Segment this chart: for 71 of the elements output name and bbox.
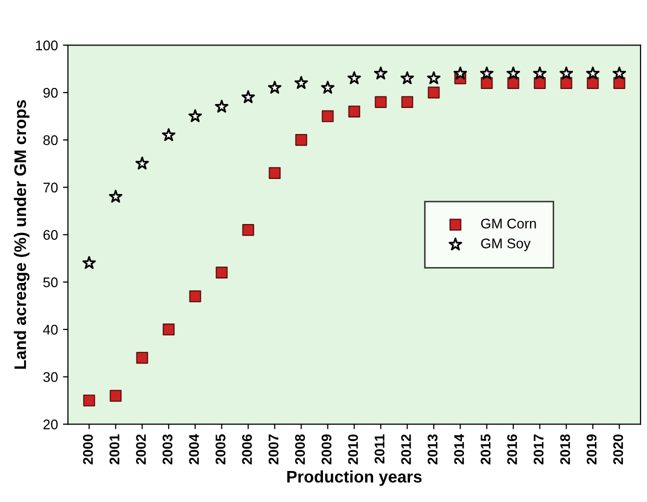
point xyxy=(586,66,600,80)
x-tick-label: 2018 xyxy=(560,434,570,464)
point xyxy=(216,266,228,279)
point xyxy=(110,390,122,402)
point xyxy=(348,106,360,118)
x-tick-label: 2009 xyxy=(322,434,332,464)
point xyxy=(612,66,626,80)
x-tick-label: 2019 xyxy=(586,434,597,464)
x-tick-label: 2003 xyxy=(162,434,172,464)
point xyxy=(241,90,255,104)
point xyxy=(295,134,308,146)
point xyxy=(506,66,520,80)
point xyxy=(188,109,202,122)
x-tick-label: 2000 xyxy=(83,434,93,464)
y-axis-title: Land acreage (%) under GM crops xyxy=(14,100,30,369)
point xyxy=(162,128,176,142)
point xyxy=(400,71,414,84)
y-tick-label: 60 xyxy=(43,230,58,240)
point xyxy=(347,71,361,84)
legend-label: GM Corn xyxy=(481,218,536,228)
point xyxy=(427,71,440,84)
point xyxy=(242,224,254,236)
point xyxy=(320,80,334,94)
point xyxy=(108,190,122,203)
point xyxy=(268,80,282,94)
x-axis-title: Production years xyxy=(287,470,422,486)
x-tick-label: 2012 xyxy=(401,434,411,464)
y-tick-label: 90 xyxy=(43,88,58,98)
point xyxy=(162,324,175,336)
point xyxy=(322,110,334,122)
x-tick-label: 2002 xyxy=(136,434,146,464)
x-tick-label: 2015 xyxy=(480,434,491,464)
point xyxy=(454,66,468,80)
point xyxy=(428,86,440,98)
x-tick-label: 2020 xyxy=(613,434,624,464)
point xyxy=(189,290,202,302)
x-tick-label: 2016 xyxy=(507,434,518,464)
y-tick-label: 50 xyxy=(43,277,58,288)
point xyxy=(294,76,308,89)
point xyxy=(401,96,414,108)
x-tick-label: 2004 xyxy=(189,434,199,464)
x-tick-label: 2008 xyxy=(295,434,305,464)
y-tick-label: 30 xyxy=(43,372,58,382)
x-tick-label: 2010 xyxy=(348,434,358,464)
x-tick-label: 2006 xyxy=(242,434,252,464)
x-tick-label: 2011 xyxy=(374,434,384,464)
y-tick-label: 20 xyxy=(43,420,58,430)
x-tick-label: 2005 xyxy=(216,434,226,464)
point xyxy=(374,96,387,108)
point xyxy=(136,352,148,364)
point xyxy=(560,66,574,80)
point xyxy=(480,77,493,90)
point xyxy=(268,167,281,180)
point xyxy=(214,100,228,113)
y-tick-label: 70 xyxy=(43,182,58,192)
y-tick-label: 100 xyxy=(36,40,58,50)
x-tick-label: 2014 xyxy=(454,434,464,464)
x-tick-label: 2007 xyxy=(268,434,278,464)
point xyxy=(135,156,149,170)
x-tick-label: 2017 xyxy=(534,434,544,464)
y-tick-label: 80 xyxy=(43,135,58,146)
point xyxy=(480,66,494,80)
legend-label: GM Soy xyxy=(481,238,531,252)
x-tick-label: 2001 xyxy=(110,434,120,464)
point xyxy=(374,66,388,80)
point xyxy=(533,66,547,80)
y-tick-label: 40 xyxy=(43,324,58,335)
point xyxy=(613,77,626,90)
point xyxy=(82,256,96,269)
point xyxy=(83,394,96,406)
x-tick-label: 2013 xyxy=(428,434,438,464)
